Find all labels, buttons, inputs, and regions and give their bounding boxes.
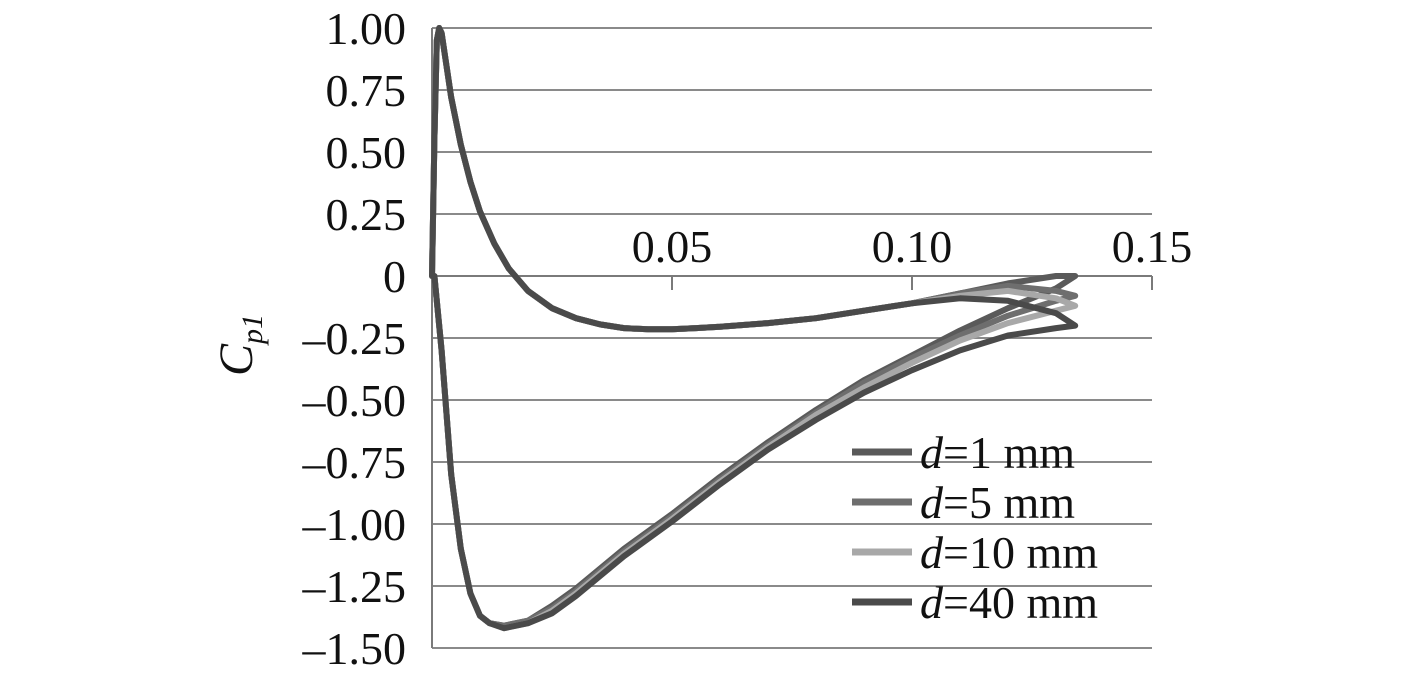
y-tick-label: –0.25 — [302, 313, 407, 364]
legend-label: d=5 mm — [920, 477, 1075, 528]
y-tick-label: –0.75 — [302, 437, 407, 488]
y-tick-label: 0.50 — [326, 127, 407, 178]
y-tick-label: 0.75 — [326, 65, 407, 116]
series-line-4 — [429, 25, 1079, 632]
y-tick-label: –1.50 — [302, 623, 407, 674]
legend-label: d=40 mm — [920, 577, 1098, 628]
y-tick-label: 1.00 — [326, 3, 407, 54]
y-axis-title: Cp1 — [210, 314, 269, 376]
y-tick-label: 0.25 — [326, 189, 407, 240]
legend-label: d=10 mm — [920, 527, 1098, 578]
x-tick-label: 0.15 — [1112, 221, 1193, 272]
series-lines — [429, 25, 1079, 632]
y-tick-label: –1.00 — [302, 499, 407, 550]
x-tick-labels: 0.05 0.10 0.15 — [632, 221, 1193, 272]
y-tick-label: –1.25 — [302, 561, 407, 612]
legend: d=1 mmd=5 mmd=10 mmd=40 mm — [852, 427, 1098, 628]
x-tick-label: 0.05 — [632, 221, 713, 272]
y-tick-label: –0.50 — [302, 375, 407, 426]
y-tick-label: 0 — [383, 251, 406, 302]
x-tick-label: 0.10 — [872, 221, 953, 272]
legend-label: d=1 mm — [920, 427, 1075, 478]
y-tick-labels: 1.00 0.75 0.50 0.25 0 –0.25 –0.50 –0.75 –1.00 –1.… — [302, 3, 407, 674]
